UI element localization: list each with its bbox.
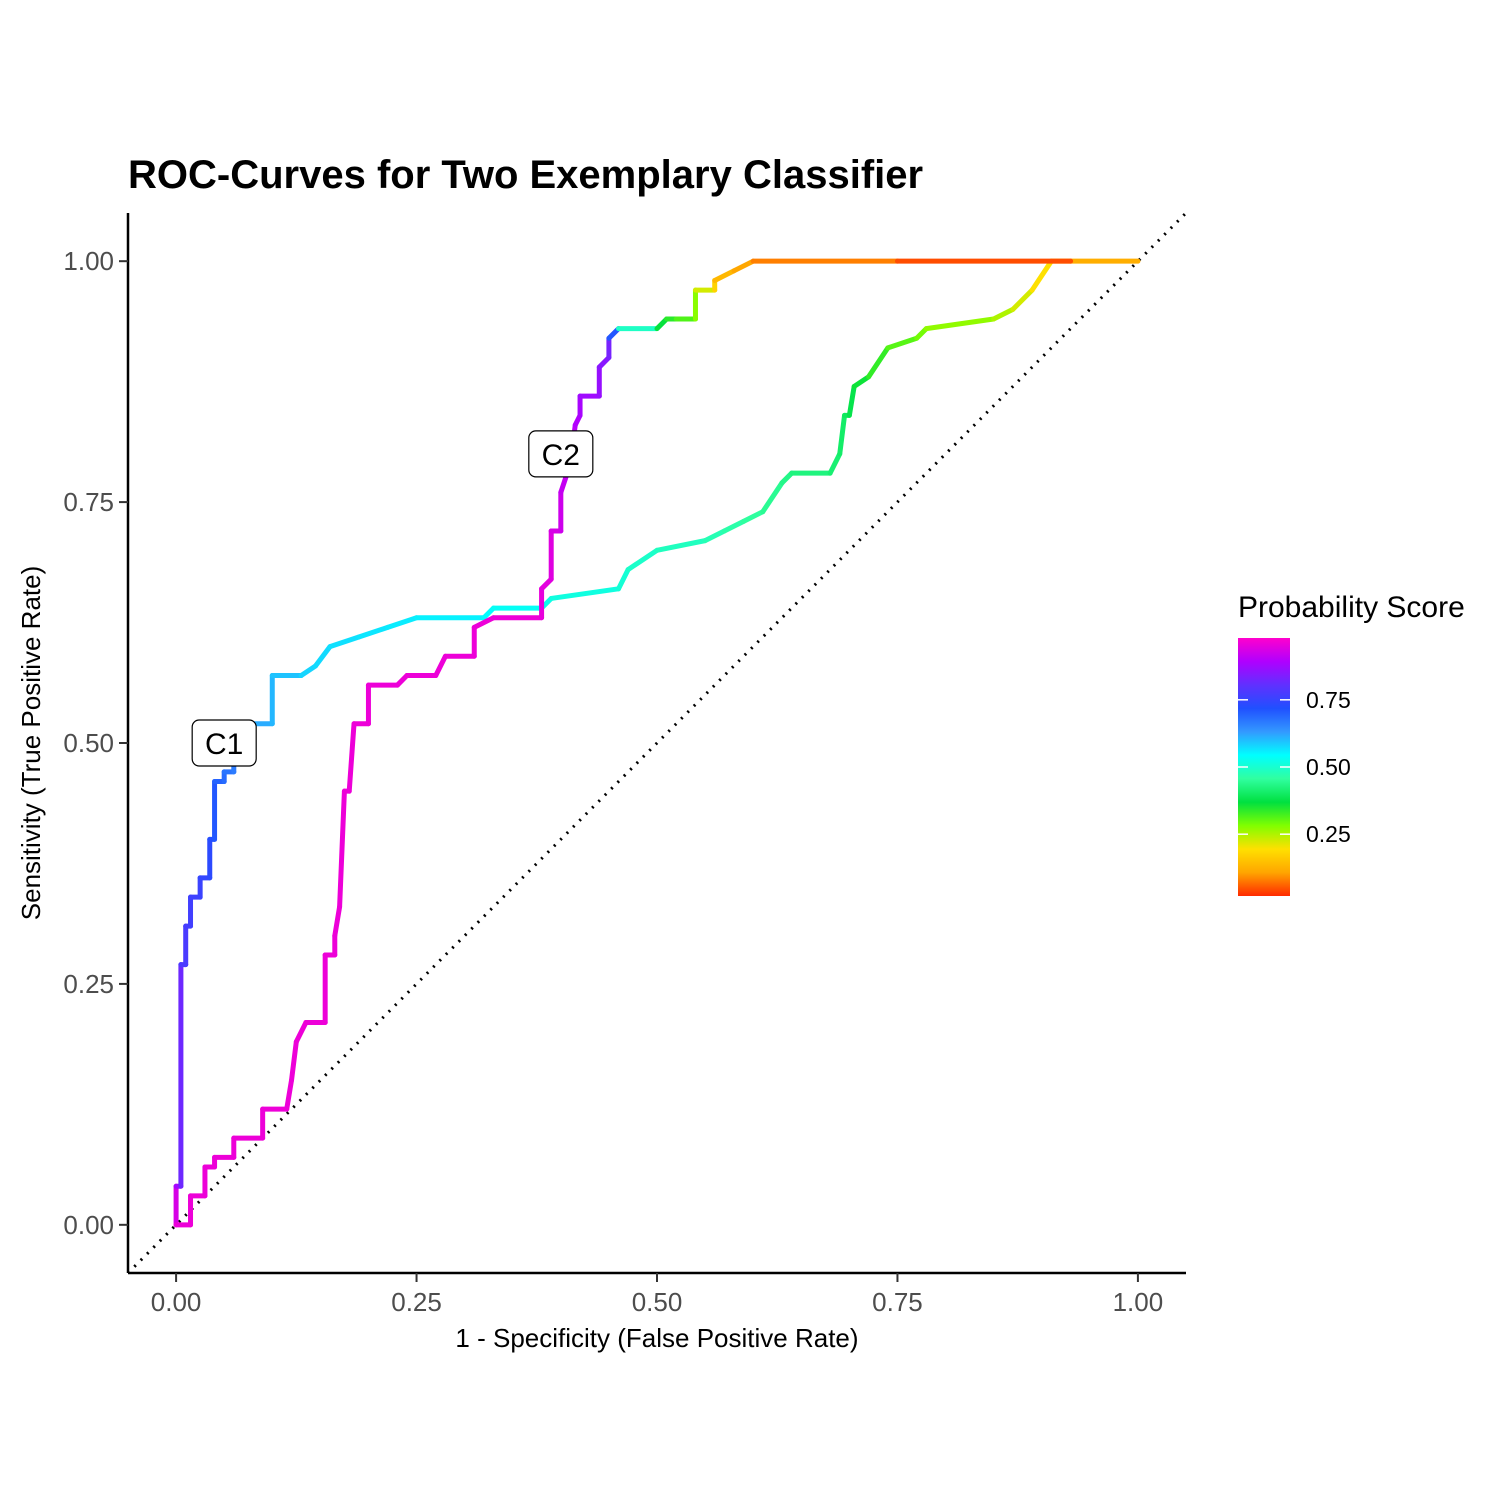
x-tick-label: 1.00 <box>1113 1287 1164 1317</box>
y-tick-label: 1.00 <box>63 246 114 276</box>
curve-segment <box>702 528 727 544</box>
curve-segment <box>991 306 1016 322</box>
roc-curves <box>173 258 1141 1228</box>
colorbar-legend: Probability Score 0.25 0.50 0.75 <box>1238 591 1465 896</box>
curve-segment <box>731 258 756 274</box>
y-tick-label: 0.25 <box>63 969 114 999</box>
curve-segment <box>1010 287 1035 312</box>
curve-segment <box>337 788 347 910</box>
x-tick-label: 0.50 <box>632 1287 683 1317</box>
diagonal-reference-line <box>128 213 1186 1273</box>
curve-segment <box>332 904 343 939</box>
curve-segment <box>837 412 848 457</box>
curve-segment <box>284 1077 295 1112</box>
curve-segment <box>293 1019 309 1045</box>
roc-curve-c2 <box>173 258 1074 1228</box>
x-axis-title: 1 - Specificity (False Positive Rate) <box>455 1323 858 1353</box>
colorbar-tick-label: 0.50 <box>1306 754 1351 780</box>
curve-segment <box>616 567 631 592</box>
curve-segment <box>1029 258 1054 293</box>
curve-label-text: C2 <box>542 439 580 472</box>
curve-segment <box>721 518 747 534</box>
y-ticks: 0.00 0.25 0.50 0.75 1.00 <box>63 246 128 1240</box>
axes: 0.00 0.25 0.50 0.75 1.00 0.00 0.25 0.50 0.75 1.0… <box>63 213 1186 1317</box>
curve-segment <box>625 547 660 573</box>
curve-label-c1: C1 <box>191 719 257 767</box>
colorbar-tick-label: 0.75 <box>1306 687 1351 713</box>
x-ticks: 0.00 0.25 0.50 0.75 1.00 <box>151 1273 1163 1317</box>
x-tick-label: 0.00 <box>151 1287 202 1317</box>
plot-area: C1 C2 <box>128 213 1186 1273</box>
chart-title: ROC-Curves for Two Exemplary Classifier <box>128 153 923 197</box>
curve-labels: C1 C2 <box>191 430 594 767</box>
curve-segment <box>827 451 843 476</box>
legend-title: Probability Score <box>1238 591 1465 624</box>
curve-segment <box>741 509 766 524</box>
curve-segment <box>385 615 420 630</box>
curve-segment <box>313 644 333 669</box>
y-axis-title: Sensitivity (True Positive Rate) <box>16 566 46 920</box>
x-tick-label: 0.25 <box>391 1287 442 1317</box>
colorbar-tick-label: 0.25 <box>1306 821 1351 847</box>
roc-curve-c1 <box>173 258 1141 1228</box>
curve-label-c2: C2 <box>528 430 594 478</box>
curve-segment <box>760 480 785 515</box>
curve-label-text: C1 <box>205 728 243 761</box>
curve-segment <box>471 615 496 630</box>
curve-segment <box>289 1039 299 1083</box>
curve-segment <box>654 538 708 553</box>
curve-segment <box>356 624 391 640</box>
curve-segment <box>298 663 319 679</box>
curve-segment <box>548 586 622 601</box>
y-tick-label: 0.75 <box>63 487 114 517</box>
curve-label-box <box>191 719 257 767</box>
curve-segment <box>885 335 920 351</box>
curve-label-box <box>528 430 594 478</box>
curve-segment <box>433 653 448 679</box>
curve-segment <box>712 268 737 283</box>
curve-segment <box>327 634 362 650</box>
curve-segment <box>346 721 357 794</box>
y-tick-label: 0.50 <box>63 728 114 758</box>
curve-segment <box>866 345 891 380</box>
y-tick-label: 0.00 <box>63 1210 114 1240</box>
curve-segment <box>846 383 857 418</box>
colorbar-ticks: 0.25 0.50 0.75 <box>1238 687 1351 847</box>
curve-segment <box>851 374 872 389</box>
x-tick-label: 0.75 <box>872 1287 923 1317</box>
curve-segment <box>923 316 997 332</box>
